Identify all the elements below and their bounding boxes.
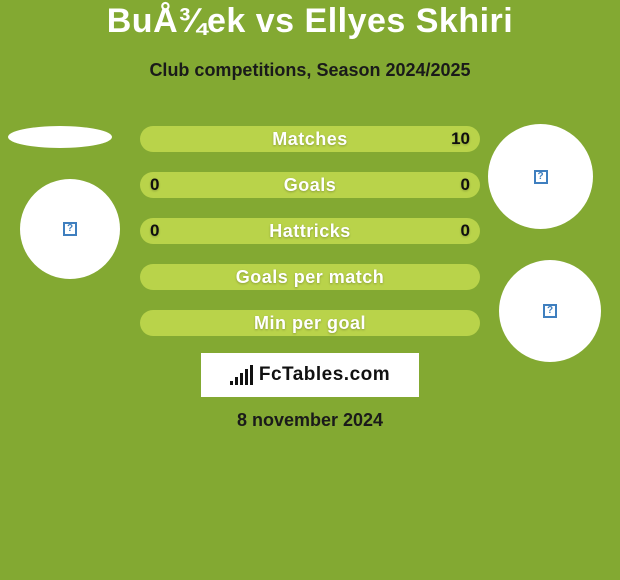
logo-bar <box>245 369 248 385</box>
stat-row-goals: 0 Goals 0 <box>140 172 480 198</box>
page-subtitle: Club competitions, Season 2024/2025 <box>0 60 620 81</box>
logo-bar <box>240 373 243 385</box>
image-placeholder-icon: ? <box>543 304 557 318</box>
avatar-right-1: ? <box>488 124 593 229</box>
image-placeholder-icon: ? <box>63 222 77 236</box>
page-title: BuÅ¾ek vs Ellyes Skhiri <box>0 2 620 41</box>
avatar-left-shadow <box>8 126 112 148</box>
avatar-left: ? <box>20 179 120 279</box>
stat-label: Hattricks <box>269 221 351 242</box>
logo-bar <box>250 365 253 385</box>
fctables-logo: FcTables.com <box>201 353 419 397</box>
stat-left-value: 0 <box>150 172 159 198</box>
stat-label: Min per goal <box>254 313 366 334</box>
footer-date: 8 november 2024 <box>0 410 620 431</box>
stat-right-value: 0 <box>461 172 470 198</box>
stat-row-hattricks: 0 Hattricks 0 <box>140 218 480 244</box>
logo-bar <box>230 381 233 385</box>
stat-row-goals-per-match: Goals per match <box>140 264 480 290</box>
stats-card: BuÅ¾ek vs Ellyes Skhiri Club competition… <box>0 0 620 580</box>
logo-bar <box>235 377 238 385</box>
stat-label: Goals per match <box>236 267 385 288</box>
stat-row-min-per-goal: Min per goal <box>140 310 480 336</box>
avatar-right-2: ? <box>499 260 601 362</box>
stat-right-value: 10 <box>451 126 470 152</box>
logo-bars-icon <box>230 365 253 385</box>
stat-right-value: 0 <box>461 218 470 244</box>
stat-left-value: 0 <box>150 218 159 244</box>
image-placeholder-icon: ? <box>534 170 548 184</box>
stat-row-matches: Matches 10 <box>140 126 480 152</box>
logo-text: FcTables.com <box>259 364 390 386</box>
stat-label: Goals <box>284 175 337 196</box>
stat-label: Matches <box>272 129 348 150</box>
